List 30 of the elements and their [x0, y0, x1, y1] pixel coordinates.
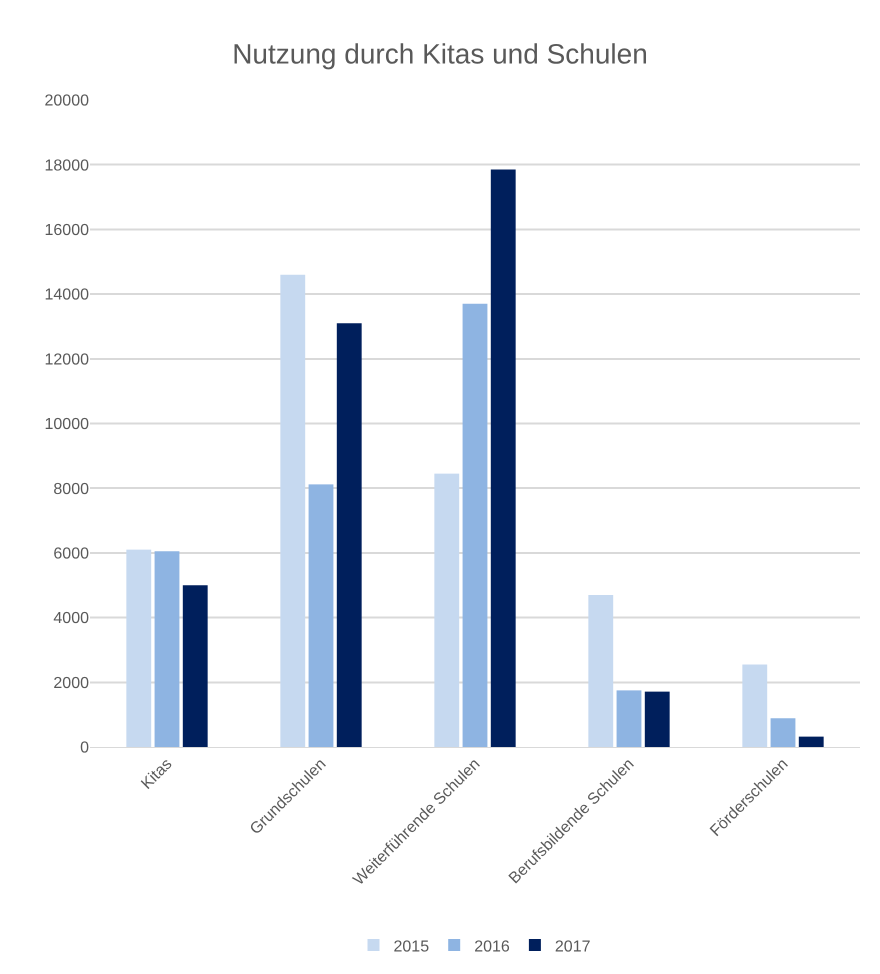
y-tick-label: 20000 — [44, 92, 90, 110]
bar — [182, 585, 208, 747]
y-tick-label: 12000 — [44, 351, 90, 368]
bar — [644, 692, 670, 747]
bar — [308, 484, 334, 747]
bar — [588, 594, 614, 747]
y-tick-label: 4000 — [53, 610, 90, 628]
bar — [434, 474, 460, 747]
y-tick-label: 16000 — [44, 222, 90, 239]
bar — [798, 736, 824, 747]
y-tick-label: 2000 — [53, 674, 90, 692]
bar — [462, 304, 488, 747]
bar — [336, 323, 362, 747]
y-tick-label: 18000 — [44, 157, 90, 174]
bar — [154, 551, 180, 747]
bar — [742, 664, 768, 747]
legend-label: 2015 — [394, 938, 430, 956]
legend-label: 2017 — [554, 938, 591, 956]
y-tick-label: 6000 — [53, 546, 90, 562]
chart-title: Nutzung durch Kitas und Schulen — [232, 38, 648, 70]
bar — [770, 718, 796, 747]
y-tick-label: 0 — [80, 740, 90, 757]
bar — [490, 170, 516, 747]
bar — [126, 550, 152, 747]
y-tick-label: 10000 — [44, 416, 90, 434]
bar — [280, 274, 306, 747]
y-tick-label: 8000 — [53, 480, 90, 498]
bar — [616, 690, 642, 747]
y-tick-label: 14000 — [44, 286, 90, 304]
legend-label: 2016 — [474, 938, 510, 956]
